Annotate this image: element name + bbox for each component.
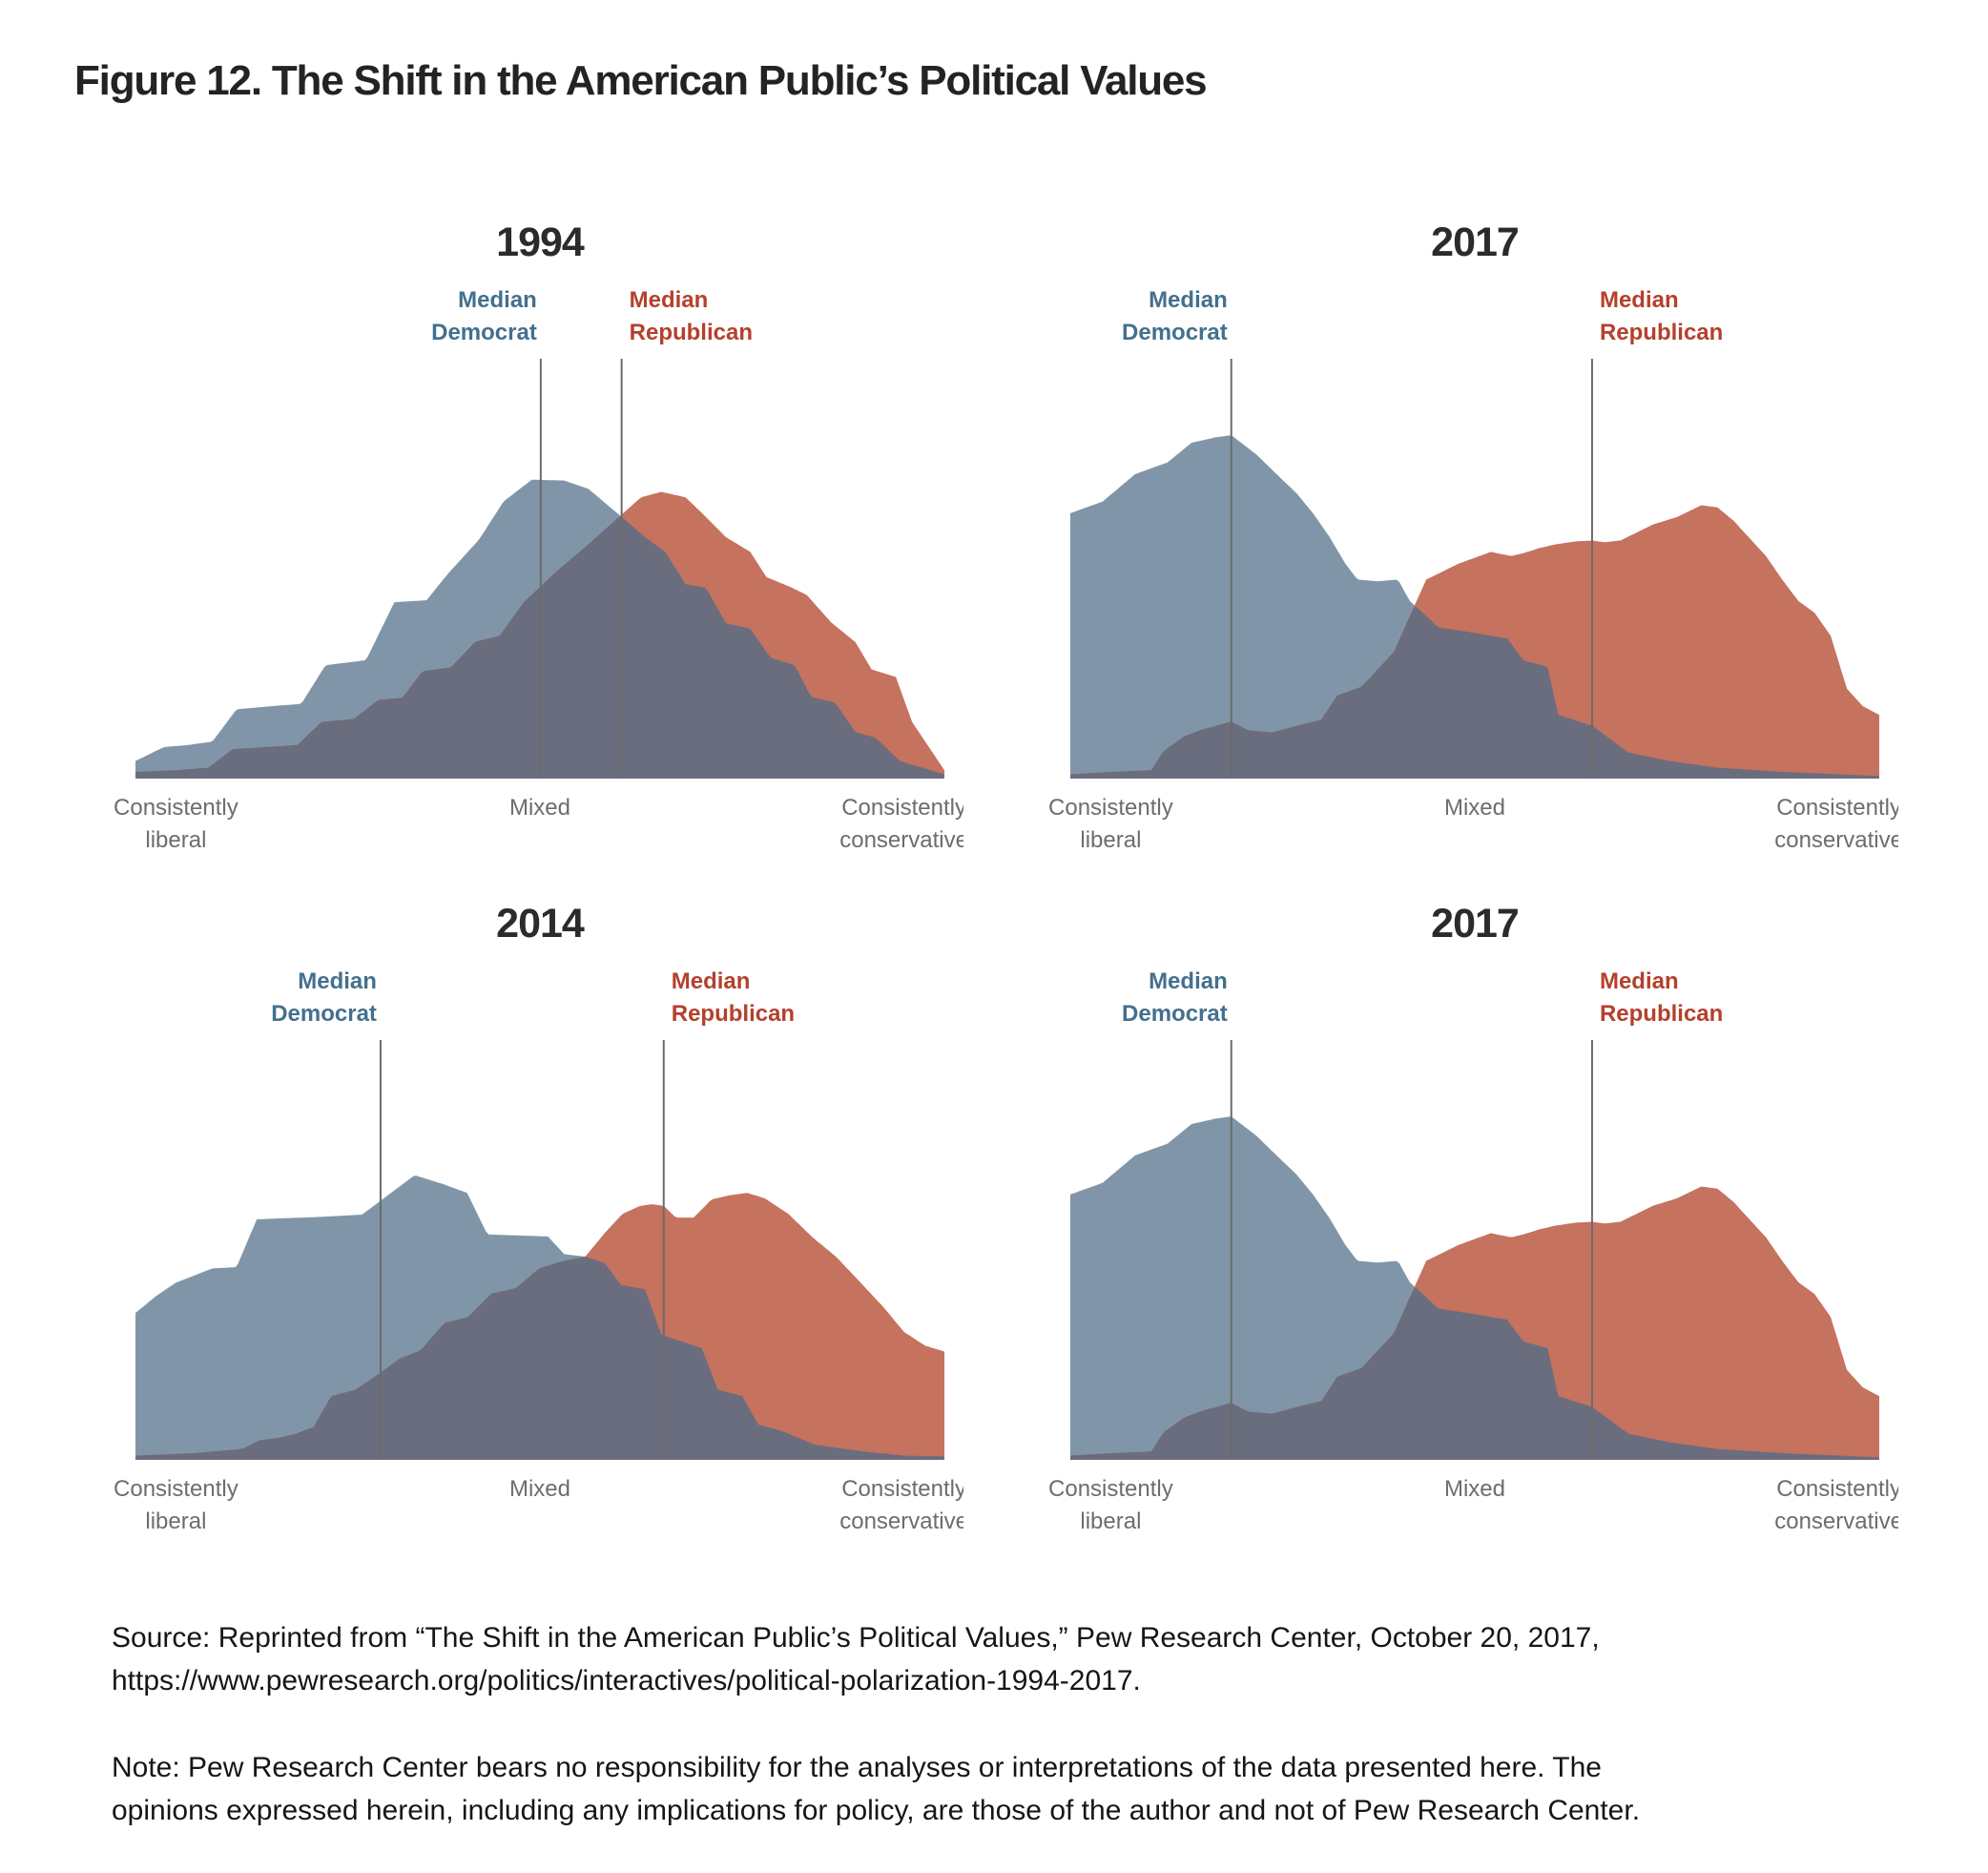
median-democrat-label: Median bbox=[1149, 287, 1228, 313]
axis-label-right: Consistently bbox=[841, 795, 963, 821]
democrat-area bbox=[1070, 1116, 1879, 1460]
source-text: Source: Reprinted from “The Shift in the… bbox=[112, 1616, 1915, 1702]
axis-label-center: Mixed bbox=[509, 795, 570, 821]
overlap-area bbox=[1070, 1287, 1879, 1460]
axis-label-right: Consistently bbox=[841, 1476, 963, 1502]
axis-label-left: Consistently bbox=[1048, 1476, 1173, 1502]
median-republican-label: Median bbox=[630, 287, 709, 313]
note-text: Note: Pew Research Center bears no respo… bbox=[112, 1746, 1915, 1832]
source-line-1: Source: Reprinted from “The Shift in the… bbox=[112, 1622, 1600, 1654]
overlap-area bbox=[1070, 606, 1879, 779]
axis-label-left: Consistently bbox=[114, 1476, 238, 1502]
axis-label-right: Consistently bbox=[1776, 795, 1898, 821]
median-democrat-label: Median bbox=[298, 968, 377, 994]
overlap-area bbox=[135, 1257, 944, 1460]
chart-1994-svg: 1994 Median Democrat Median Republican Consis… bbox=[114, 219, 963, 853]
note-line-1: Note: Pew Research Center bears no respo… bbox=[112, 1752, 1602, 1783]
median-democrat-label: Median bbox=[458, 287, 537, 313]
median-democrat-label: Democrat bbox=[1122, 320, 1228, 345]
note-line-2: opinions expressed herein, including any… bbox=[112, 1795, 1641, 1826]
democrat-area bbox=[1070, 435, 1879, 779]
median-democrat-label: Democrat bbox=[431, 320, 537, 345]
axis-label-left: liberal bbox=[145, 827, 206, 853]
axis-label-center: Mixed bbox=[1444, 795, 1505, 821]
axis-label-left: liberal bbox=[1080, 1509, 1141, 1534]
axis-label-right: Consistently bbox=[1776, 1476, 1898, 1502]
axis-label-right: conservative bbox=[839, 1509, 963, 1534]
axis-label-center: Mixed bbox=[509, 1476, 570, 1502]
chart-2014-svg: 2014 Median Democrat Median Republican Consis… bbox=[114, 901, 963, 1534]
median-republican-label: Republican bbox=[1600, 320, 1723, 345]
chart-1994: 1994 Median Democrat Median Republican Consis… bbox=[95, 206, 963, 874]
chart-2017-bottom: 2017 Median Democrat Median Republican Consis… bbox=[1030, 887, 1898, 1555]
median-republican-label: Median bbox=[1600, 287, 1679, 313]
axis-label-right: conservative bbox=[839, 827, 963, 853]
axis-label-left: Consistently bbox=[1048, 795, 1173, 821]
chart-2017-bottom-svg: 2017 Median Democrat Median Republican Consis… bbox=[1048, 901, 1898, 1534]
source-line-2: https://www.pewresearch.org/politics/int… bbox=[112, 1665, 1141, 1696]
median-republican-label: Median bbox=[1600, 968, 1679, 994]
chart-year-title: 2014 bbox=[496, 901, 585, 947]
chart-year-title: 1994 bbox=[496, 219, 585, 265]
median-republican-label: Median bbox=[672, 968, 751, 994]
figure-title: Figure 12. The Shift in the American Pub… bbox=[74, 57, 1208, 104]
axis-label-right: conservative bbox=[1774, 827, 1898, 853]
axis-label-left: Consistently bbox=[114, 795, 238, 821]
median-republican-label: Republican bbox=[672, 1001, 795, 1027]
axis-label-center: Mixed bbox=[1444, 1476, 1505, 1502]
axis-label-left: liberal bbox=[1080, 827, 1141, 853]
median-republican-label: Republican bbox=[630, 320, 753, 345]
median-democrat-label: Democrat bbox=[1122, 1001, 1228, 1027]
chart-2017-top: 2017 Median Democrat Median Republican Consis… bbox=[1030, 206, 1898, 874]
axis-label-left: liberal bbox=[145, 1509, 206, 1534]
chart-2017-top-svg: 2017 Median Democrat Median Republican Consis… bbox=[1048, 219, 1898, 853]
median-democrat-label: Democrat bbox=[271, 1001, 377, 1027]
median-democrat-label: Median bbox=[1149, 968, 1228, 994]
chart-2014: 2014 Median Democrat Median Republican Consis… bbox=[95, 887, 963, 1555]
median-republican-label: Republican bbox=[1600, 1001, 1723, 1027]
chart-year-title: 2017 bbox=[1431, 901, 1519, 947]
chart-year-title: 2017 bbox=[1431, 219, 1519, 265]
axis-label-right: conservative bbox=[1774, 1509, 1898, 1534]
